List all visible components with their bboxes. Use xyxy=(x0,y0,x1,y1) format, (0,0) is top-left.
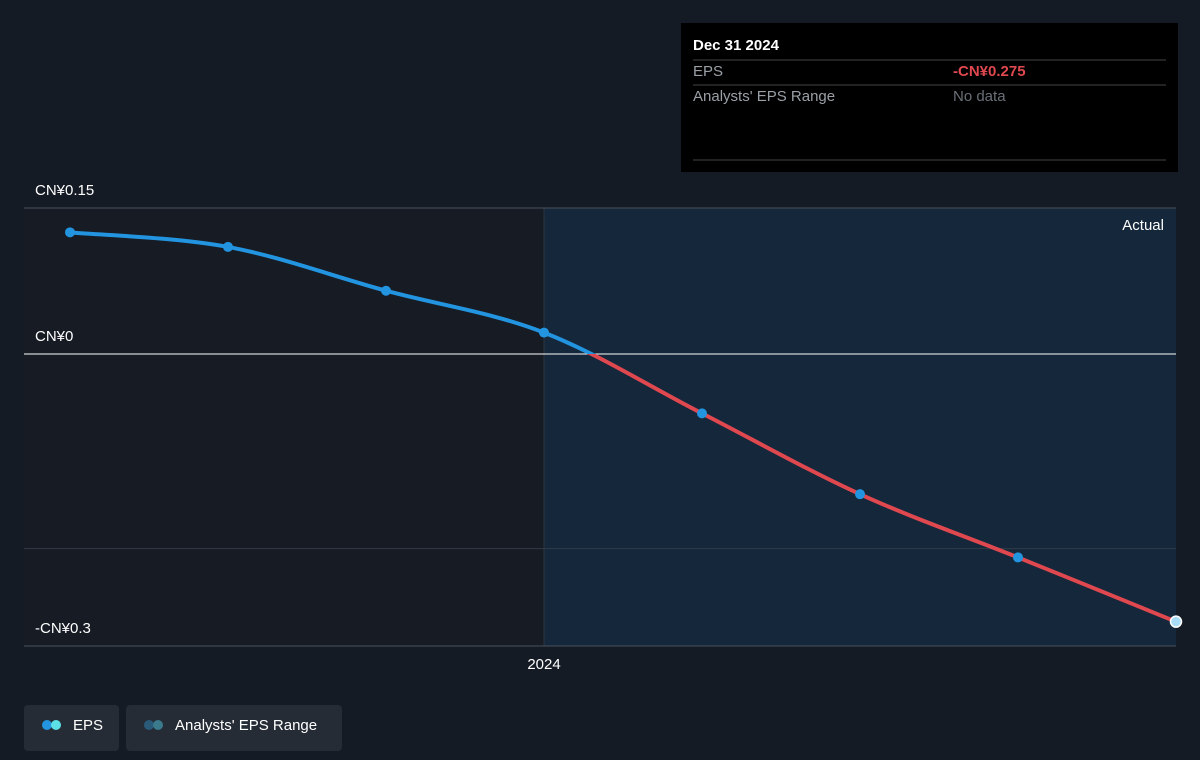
legend-icon xyxy=(51,720,61,730)
tooltip-date: Dec 31 2024 xyxy=(693,37,780,54)
tooltip-label: Analysts' EPS Range xyxy=(693,88,835,105)
legend-label: EPS xyxy=(73,717,103,734)
actual-region xyxy=(544,208,1176,646)
tooltip-value: -CN¥0.275 xyxy=(953,63,1026,80)
eps-line xyxy=(586,354,1177,624)
legend-item[interactable] xyxy=(126,705,342,751)
legend-icon xyxy=(144,720,154,730)
tooltip xyxy=(681,23,1178,172)
eps-point xyxy=(223,241,233,252)
eps-point xyxy=(855,489,865,500)
eps-point xyxy=(1013,552,1023,563)
plot-background xyxy=(24,208,544,646)
y-tick-label: CN¥0 xyxy=(35,328,73,345)
eps-point xyxy=(65,227,75,238)
tooltip-label: EPS xyxy=(693,63,723,80)
eps-point xyxy=(381,285,391,296)
eps-point xyxy=(539,327,549,338)
eps-point xyxy=(697,408,707,419)
x-tick-label: 2024 xyxy=(527,656,560,673)
legend-label: Analysts' EPS Range xyxy=(175,717,317,734)
y-tick-label: -CN¥0.3 xyxy=(35,620,91,637)
y-tick-label: CN¥0.15 xyxy=(35,182,94,199)
legend-item[interactable] xyxy=(24,705,119,751)
legend-icon xyxy=(42,720,52,730)
eps-line xyxy=(69,230,596,354)
eps-point xyxy=(1169,615,1183,628)
annotation: Actual xyxy=(1122,217,1164,234)
legend-icon xyxy=(153,720,163,730)
tooltip-value: No data xyxy=(953,88,1006,105)
